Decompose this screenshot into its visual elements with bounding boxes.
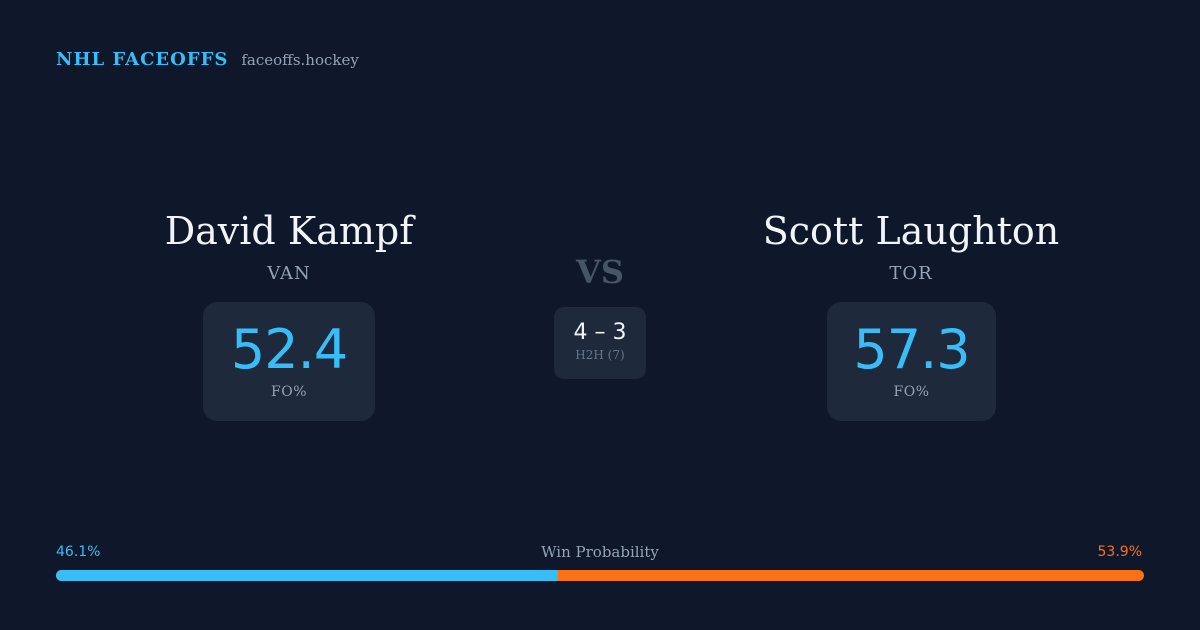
player-right-fo-card: 57.3 FO%	[827, 302, 996, 421]
player-right-name: Scott Laughton	[762, 209, 1060, 253]
player-left-fo-label: FO%	[271, 384, 307, 400]
h2h-card: 4 – 3 H2H (7)	[554, 307, 646, 379]
brand-domain: faceoffs.hockey	[241, 51, 359, 69]
h2h-score: 4 – 3	[573, 320, 627, 345]
player-left: David Kampf VAN	[29, 204, 549, 286]
versus-text: VS	[576, 253, 624, 291]
win-prob-left-label: 46.1%	[56, 544, 101, 560]
player-left-fo-card: 52.4 FO%	[203, 302, 375, 421]
win-probability-fill-left	[56, 570, 558, 581]
brand-title: NHL FACEOFFS	[56, 49, 229, 70]
win-probability-bar	[56, 570, 1144, 581]
h2h-label: H2H (7)	[575, 348, 625, 362]
win-prob-title: Win Probability	[541, 543, 659, 561]
player-left-team: VAN	[267, 263, 311, 284]
win-prob-right-label: 53.9%	[1097, 544, 1142, 560]
player-right-team: TOR	[889, 263, 933, 284]
brand: NHL FACEOFFS faceoffs.hockey	[56, 49, 359, 70]
player-right: Scott Laughton TOR	[651, 204, 1171, 286]
player-left-fo-value: 52.4	[230, 318, 348, 381]
player-left-name: David Kampf	[164, 209, 414, 253]
player-right-fo-label: FO%	[893, 384, 930, 400]
player-right-fo-value: 57.3	[853, 318, 970, 381]
